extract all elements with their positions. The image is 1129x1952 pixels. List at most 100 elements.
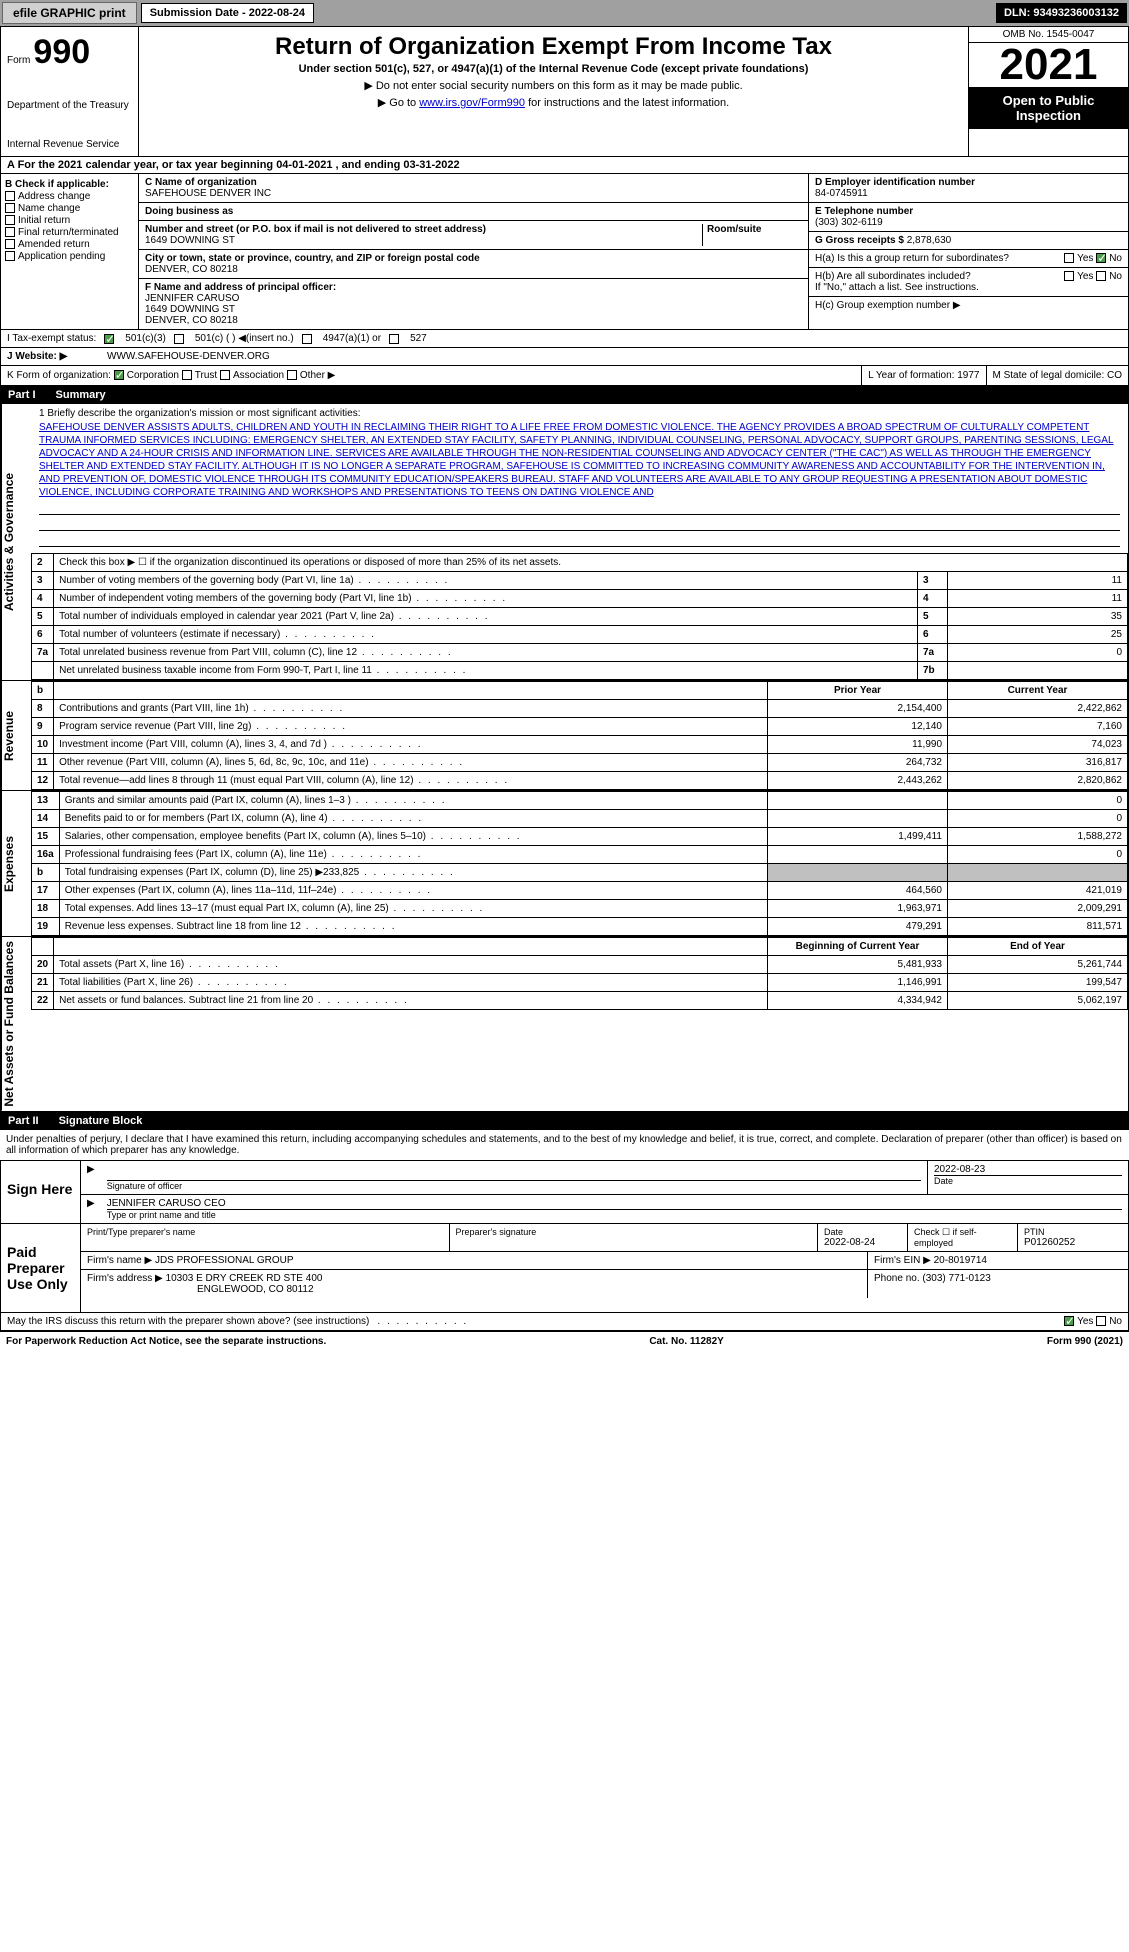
mission-text: SAFEHOUSE DENVER ASSISTS ADULTS, CHILDRE… <box>39 421 1120 499</box>
firm-name: JDS PROFESSIONAL GROUP <box>155 1255 294 1266</box>
cb-ha-yes[interactable] <box>1064 253 1074 263</box>
cb-amended-return[interactable] <box>5 239 15 249</box>
org-name: SAFEHOUSE DENVER INC <box>145 188 802 199</box>
row-j-website: J Website: ▶ WWW.SAFEHOUSE-DENVER.ORG <box>0 348 1129 366</box>
irs-label: Internal Revenue Service <box>7 139 132 150</box>
firm-phone: (303) 771-0123 <box>922 1273 990 1284</box>
table-row: 21Total liabilities (Part X, line 26)1,1… <box>32 974 1128 992</box>
website-url: WWW.SAFEHOUSE-DENVER.ORG <box>101 348 276 365</box>
blank-line <box>39 533 1120 547</box>
tax-year: 2021 <box>969 43 1128 87</box>
arrow-icon: ▶ <box>81 1195 101 1223</box>
table-row: 9Program service revenue (Part VIII, lin… <box>32 718 1128 736</box>
hb-note: If "No," attach a list. See instructions… <box>815 282 1122 293</box>
table-row: 13Grants and similar amounts paid (Part … <box>32 792 1128 810</box>
table-row: 20Total assets (Part X, line 16)5,481,93… <box>32 956 1128 974</box>
cb-4947[interactable] <box>302 334 312 344</box>
cb-527[interactable] <box>389 334 399 344</box>
cb-corporation[interactable] <box>114 370 124 380</box>
addr-label: Number and street (or P.O. box if mail i… <box>145 224 702 235</box>
table-row: 5Total number of individuals employed in… <box>32 608 1128 626</box>
officer-name: JENNIFER CARUSO <box>145 293 802 304</box>
officer-addr2: DENVER, CO 80218 <box>145 315 802 326</box>
city-label: City or town, state or province, country… <box>145 253 802 264</box>
cb-ha-no[interactable] <box>1096 253 1106 263</box>
cb-association[interactable] <box>220 370 230 380</box>
table-row: 16aProfessional fundraising fees (Part I… <box>32 846 1128 864</box>
sign-here-block: Sign Here ▶ Signature of officer 2022-08… <box>0 1160 1129 1224</box>
table-row: 12Total revenue—add lines 8 through 11 (… <box>32 772 1128 790</box>
line-a: A For the 2021 calendar year, or tax yea… <box>0 157 1129 174</box>
col-b: B Check if applicable: Address change Na… <box>1 174 139 329</box>
row-klm: K Form of organization: Corporation Trus… <box>0 366 1129 386</box>
table-row: 18Total expenses. Add lines 13–17 (must … <box>32 900 1128 918</box>
revenue-table: bPrior YearCurrent Year8Contributions an… <box>31 681 1128 790</box>
table-row: 6Total number of volunteers (estimate if… <box>32 626 1128 644</box>
cb-final-return[interactable] <box>5 227 15 237</box>
table-row: 10Investment income (Part VIII, column (… <box>32 736 1128 754</box>
year-formation: 1977 <box>957 370 979 381</box>
discuss-row: May the IRS discuss this return with the… <box>0 1313 1129 1331</box>
identity-grid: B Check if applicable: Address change Na… <box>0 174 1129 330</box>
hc-label: H(c) Group exemption number ▶ <box>815 300 961 311</box>
firm-ein: 20-8019714 <box>934 1255 987 1266</box>
cb-application-pending[interactable] <box>5 251 15 261</box>
cb-name-change[interactable] <box>5 203 15 213</box>
firm-city: ENGLEWOOD, CO 80112 <box>87 1284 861 1295</box>
footer-left: For Paperwork Reduction Act Notice, see … <box>6 1336 326 1347</box>
g-gross-label: G Gross receipts $ <box>815 235 904 246</box>
table-row: 19Revenue less expenses. Subtract line 1… <box>32 918 1128 936</box>
table-row: 14Benefits paid to or for members (Part … <box>32 810 1128 828</box>
cb-501c[interactable] <box>174 334 184 344</box>
print-name-label: Print/Type preparer's name <box>81 1224 450 1251</box>
row-i-tax-exempt: I Tax-exempt status: 501(c)(3) 501(c) ( … <box>0 330 1129 348</box>
sig-officer-label: Signature of officer <box>107 1180 921 1191</box>
cb-discuss-yes[interactable] <box>1064 1316 1074 1326</box>
table-row: 15Salaries, other compensation, employee… <box>32 828 1128 846</box>
open-inspection: Open to Public Inspection <box>969 87 1128 129</box>
table-row: 7aTotal unrelated business revenue from … <box>32 644 1128 662</box>
table-row: 2Check this box ▶ ☐ if the organization … <box>32 554 1128 572</box>
cb-other[interactable] <box>287 370 297 380</box>
table-row: 11Other revenue (Part VIII, column (A), … <box>32 754 1128 772</box>
table-row: 8Contributions and grants (Part VIII, li… <box>32 700 1128 718</box>
form-number: 990 <box>33 33 90 71</box>
cb-hb-yes[interactable] <box>1064 271 1074 281</box>
dept-treasury: Department of the Treasury <box>7 100 132 111</box>
dba-label: Doing business as <box>145 206 802 217</box>
arrow-icon: ▶ <box>81 1161 101 1194</box>
prep-sig-label: Preparer's signature <box>450 1224 819 1251</box>
c-name-label: C Name of organization <box>145 177 802 188</box>
penalty-statement: Under penalties of perjury, I declare th… <box>0 1130 1129 1160</box>
form990-link[interactable]: www.irs.gov/Form990 <box>419 97 525 109</box>
submission-date: Submission Date - 2022-08-24 <box>141 3 314 23</box>
cb-501c3[interactable] <box>104 334 114 344</box>
vtab-expenses: Expenses <box>1 791 31 936</box>
inst-ssn: ▶ Do not enter social security numbers o… <box>145 79 962 92</box>
footer-mid: Cat. No. 11282Y <box>649 1336 723 1347</box>
inst-goto: ▶ Go to www.irs.gov/Form990 for instruct… <box>145 96 962 109</box>
efile-print-button[interactable]: efile GRAPHIC print <box>2 2 137 24</box>
cb-address-change[interactable] <box>5 191 15 201</box>
footer-right: Form 990 (2021) <box>1047 1336 1123 1347</box>
ptin-value: P01260252 <box>1024 1237 1122 1248</box>
sig-name: JENNIFER CARUSO CEO <box>107 1198 1122 1209</box>
form-label: Form <box>7 55 30 66</box>
governance-table: 2Check this box ▶ ☐ if the organization … <box>31 553 1128 680</box>
net-assets-table: Beginning of Current YearEnd of Year20To… <box>31 937 1128 1010</box>
part1-header: Part I Summary <box>0 386 1129 404</box>
sig-date-label: Date <box>934 1175 1122 1186</box>
self-employed-check: Check ☐ if self-employed <box>908 1224 1018 1251</box>
vtab-revenue: Revenue <box>1 681 31 790</box>
cb-hb-no[interactable] <box>1096 271 1106 281</box>
table-row: 22Net assets or fund balances. Subtract … <box>32 992 1128 1010</box>
cb-initial-return[interactable] <box>5 215 15 225</box>
cb-discuss-no[interactable] <box>1096 1316 1106 1326</box>
cb-trust[interactable] <box>182 370 192 380</box>
sign-here-label: Sign Here <box>1 1161 81 1223</box>
d-ein-label: D Employer identification number <box>815 177 1122 188</box>
firm-address: 10303 E DRY CREEK RD STE 400 <box>166 1273 323 1284</box>
table-row: Net unrelated business taxable income fr… <box>32 662 1128 680</box>
form-title: Return of Organization Exempt From Incom… <box>145 33 962 61</box>
expenses-table: 13Grants and similar amounts paid (Part … <box>31 791 1128 936</box>
